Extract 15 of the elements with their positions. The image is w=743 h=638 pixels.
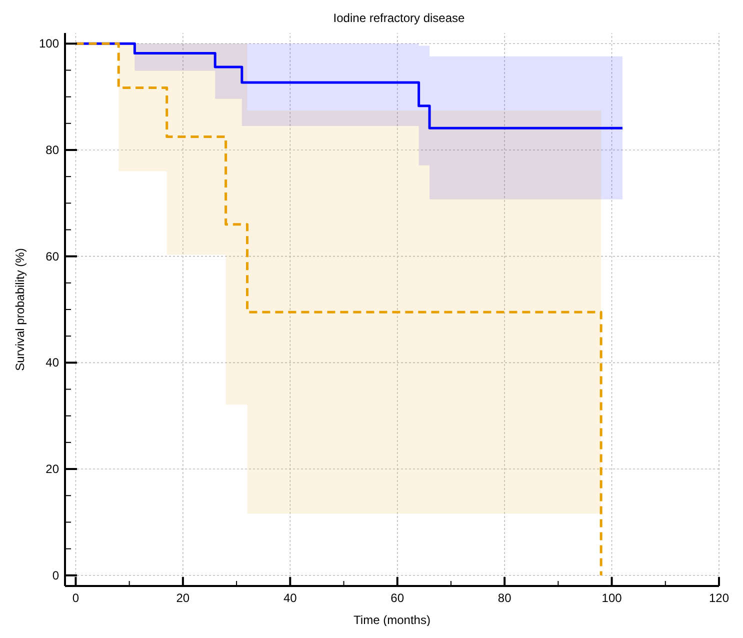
x-tick-label: 60 — [390, 591, 404, 605]
y-tick-label: 80 — [46, 142, 60, 157]
y-tick-label: 0 — [52, 568, 60, 582]
x-tick-label: 120 — [708, 591, 730, 605]
x-tick-label: 0 — [72, 591, 80, 605]
x-tick-label: 40 — [283, 591, 298, 605]
y-tick-label: 40 — [46, 356, 60, 370]
x-tick-label: 100 — [602, 591, 622, 605]
y-tick-label: 100 — [38, 36, 60, 51]
x-tick-label: 80 — [498, 591, 512, 605]
x-tick-label: 20 — [176, 591, 190, 605]
y-tick-label: 20 — [46, 462, 60, 476]
y-axis-title: Survival probability (%) — [13, 248, 27, 371]
chart-title: Iodine refractory disease — [333, 11, 466, 25]
y-tick-label: 60 — [46, 249, 60, 264]
